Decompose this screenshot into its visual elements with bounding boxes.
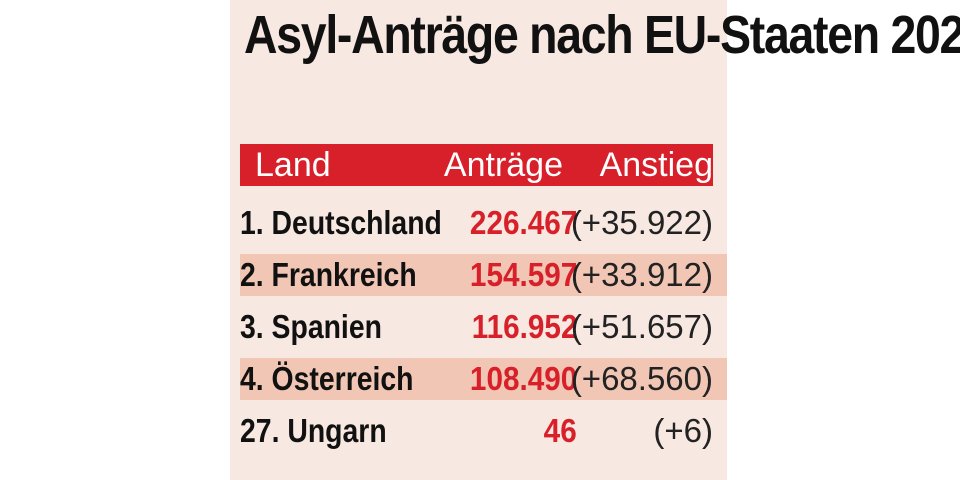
table-row: 1. Deutschland 226.467 (+35.922) <box>240 202 727 244</box>
column-header-anstieg: Anstieg <box>599 146 713 184</box>
row-anstieg-value: (+68.560) <box>570 360 713 397</box>
row-country-label: 1. Deutschland <box>240 204 442 241</box>
infographic-panel: Asyl-Anträge nach EU-Staaten 2022 Land A… <box>230 0 960 480</box>
row-antraege-value: 116.952 <box>471 308 577 345</box>
row-anstieg-value: (+35.922) <box>570 204 713 241</box>
row-anstieg-value: (+33.912) <box>570 256 713 293</box>
table-row: 3. Spanien 116.952 (+51.657) <box>240 306 727 348</box>
row-country-label: 3. Spanien <box>240 308 382 345</box>
table-row: 27. Ungarn 46 (+6) <box>240 410 727 452</box>
table-row: 2. Frankreich 154.597 (+33.912) <box>240 254 727 296</box>
row-antraege-value: 154.597 <box>469 256 577 293</box>
chart-title: Asyl-Anträge nach EU-Staaten 2022 <box>244 5 960 65</box>
column-header-antraege: Anträge <box>443 146 563 184</box>
column-header-land: Land <box>255 146 331 184</box>
row-antraege-value: 226.467 <box>469 204 577 241</box>
row-anstieg-value: (+51.657) <box>570 308 713 345</box>
row-antraege-value: 108.490 <box>469 360 577 397</box>
row-anstieg-value: (+6) <box>653 412 713 449</box>
row-country-label: 2. Frankreich <box>240 256 417 293</box>
row-antraege-value: 46 <box>543 412 577 449</box>
row-country-label: 27. Ungarn <box>240 412 387 449</box>
table-header: Land Anträge Anstieg <box>240 144 713 186</box>
row-country-label: 4. Österreich <box>240 360 414 397</box>
table-row: 4. Österreich 108.490 (+68.560) <box>240 358 727 400</box>
